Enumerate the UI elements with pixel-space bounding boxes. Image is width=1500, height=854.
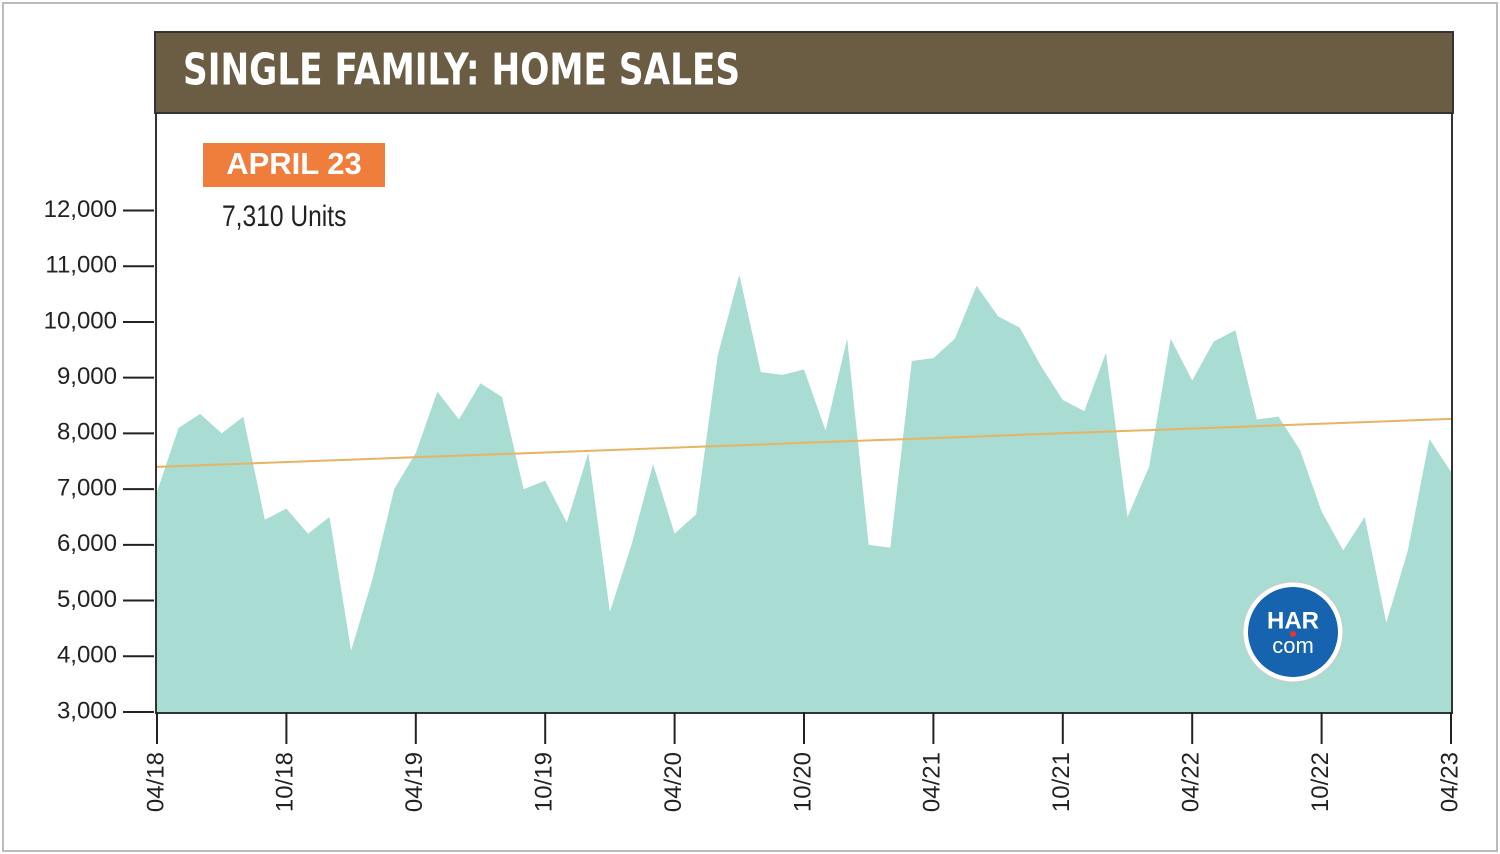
y-tick-label: 10,000	[44, 307, 117, 334]
y-tick-label: 4,000	[57, 642, 117, 669]
annotation-text: 7,310 Units	[222, 199, 346, 233]
y-tick-label: 12,000	[44, 196, 117, 223]
x-tick-label: 04/18	[142, 752, 169, 812]
trend-line	[156, 417, 1452, 468]
x-tick-label: 10/21	[1048, 752, 1075, 812]
annotation-label: APRIL 23	[226, 146, 362, 181]
logo-bottom: com	[1272, 633, 1314, 658]
chart-title: SINGLE FAMILY: HOME SALES	[183, 45, 740, 96]
x-tick-label: 10/22	[1307, 752, 1334, 812]
logo-top: HAR	[1267, 607, 1319, 634]
y-tick-label: 8,000	[57, 419, 117, 446]
x-tick-label: 10/20	[789, 752, 816, 812]
logo-dot	[1290, 631, 1296, 637]
annotation-box	[203, 143, 385, 187]
x-tick-label: 10/19	[531, 752, 558, 812]
y-tick-label: 3,000	[57, 697, 117, 724]
x-tick-label: 04/23	[1436, 752, 1463, 812]
x-tick-label: 04/20	[660, 752, 687, 812]
marks	[156, 274, 1452, 712]
y-tick-label: 5,000	[57, 586, 117, 613]
y-tick-label: 7,000	[57, 474, 117, 501]
x-tick-label: 04/22	[1178, 752, 1205, 812]
y-tick-label: 9,000	[57, 363, 117, 390]
x-tick-label: 10/18	[272, 752, 299, 812]
y-tick-label: 11,000	[45, 252, 117, 279]
area	[157, 274, 1451, 712]
x-tick-label: 04/21	[919, 752, 946, 812]
header-band	[154, 31, 1454, 114]
x-tick-label: 04/19	[401, 752, 428, 812]
y-tick-label: 6,000	[57, 530, 117, 557]
